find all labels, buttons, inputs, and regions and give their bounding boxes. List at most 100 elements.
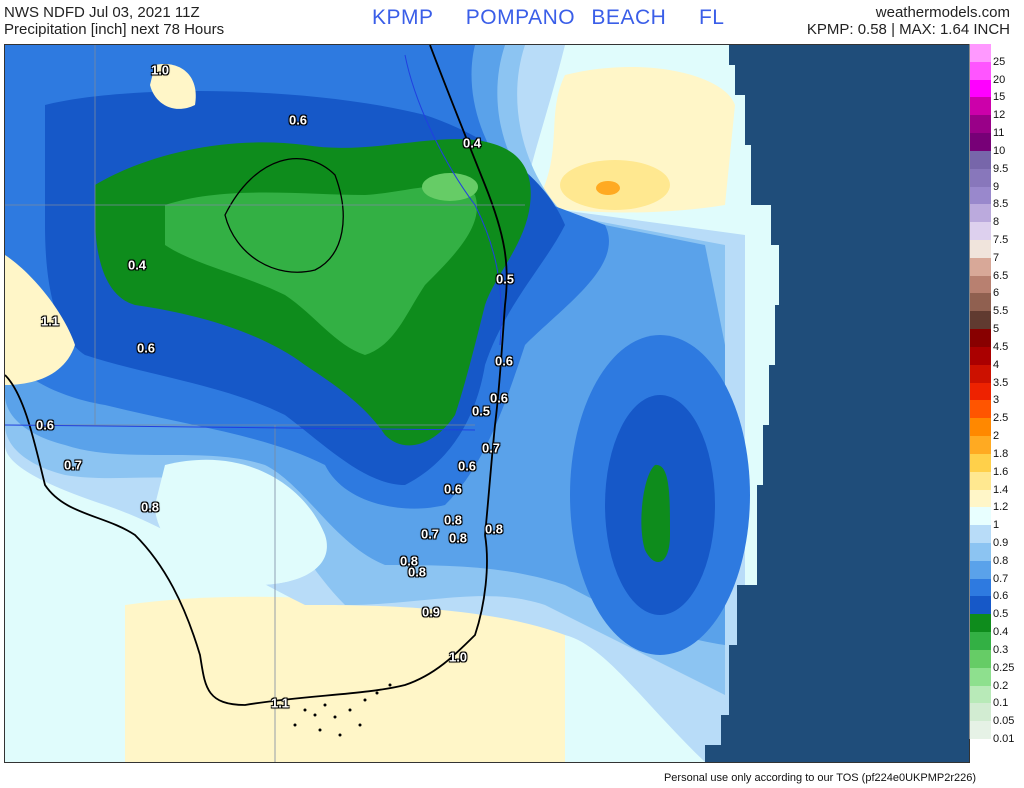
contour-label: 0.8: [484, 521, 504, 537]
precip-area-0.4-ocean: [641, 464, 670, 562]
legend-swatch: [970, 150, 991, 170]
legend-label: 0.4: [993, 626, 1009, 639]
precip-area-yellow-south: [125, 596, 565, 762]
legend-label: 1.4: [993, 483, 1009, 496]
legend-label: 4.5: [993, 340, 1009, 353]
legend-label: 6: [993, 287, 1000, 300]
legend-label: 0.01: [993, 733, 1015, 745]
legend-swatch: [970, 44, 991, 63]
legend-swatch: [970, 257, 991, 277]
precip-area-yellow-keys: [485, 589, 565, 745]
contour-label: 0.5: [495, 271, 515, 287]
contour-label: 0.8: [407, 564, 427, 580]
contour-label: 0.6: [443, 481, 463, 497]
contour-label: 0.7: [420, 526, 440, 542]
legend-label: 12: [993, 109, 1006, 122]
legend-label: 25: [993, 55, 1006, 68]
county-lines: [5, 45, 525, 762]
contour-label: 0.6: [136, 340, 156, 356]
station-title: KPMP POMPANO BEACH FL: [372, 6, 725, 29]
site-name: weathermodels.com: [875, 4, 1010, 21]
header-info: NWS NDFD Jul 03, 2021 11Z Precipitation …: [4, 4, 224, 38]
map-canvas: [5, 45, 969, 762]
legend-swatch: [970, 632, 991, 651]
precipitation-map: [4, 44, 970, 763]
legend-label: 8.5: [993, 198, 1009, 211]
legend-label: 15: [993, 91, 1006, 104]
legend-swatch: [970, 560, 991, 580]
legend-label: 8: [993, 216, 1000, 229]
legend-swatch: [970, 186, 991, 205]
legend-label: 0.6: [993, 590, 1009, 603]
contour-label: 0.7: [481, 440, 501, 456]
legend-swatch: [970, 614, 991, 633]
precip-area-0.3: [165, 185, 477, 355]
legend-label: 2: [993, 430, 1000, 443]
legend-label: 0.1: [993, 697, 1009, 710]
contour-label: 1.1: [270, 695, 290, 711]
legend-label: 1.2: [993, 501, 1009, 514]
contour-label: 0.6: [494, 353, 514, 369]
legend-swatch: [970, 596, 991, 615]
legend-swatch: [970, 578, 991, 597]
coastline-west: [5, 374, 488, 706]
model-run-text: NWS NDFD Jul 03, 2021 11Z: [4, 4, 200, 21]
legend-label: 9.5: [993, 162, 1009, 175]
legend-label: 5.5: [993, 305, 1009, 318]
lake-outline: [224, 158, 344, 273]
legend-label: 0.9: [993, 536, 1009, 549]
rivers: [5, 54, 502, 431]
legend-label: 0.2: [993, 679, 1009, 692]
legend-label: 1: [993, 519, 1000, 532]
legend-swatch: [970, 293, 991, 312]
legend-label: 3.5: [993, 376, 1009, 389]
legend-swatch: [970, 489, 991, 508]
contour-label: 0.8: [448, 530, 468, 546]
contour-label: 0.6: [288, 112, 308, 128]
legend-swatch: [970, 525, 991, 544]
legend-swatch: [970, 364, 991, 384]
legend-swatch: [970, 453, 991, 473]
legend-label: 6.5: [993, 269, 1009, 282]
legend-swatch: [970, 507, 991, 526]
legend-label: 11: [993, 127, 1005, 140]
header-site-info: weathermodels.com KPMP: 0.58 | MAX: 1.64…: [807, 4, 1010, 38]
contour-label: 0.8: [443, 512, 463, 528]
legend-swatch: [970, 240, 991, 259]
legend-label: 7.5: [993, 234, 1009, 247]
contour-label: 0.6: [35, 417, 55, 433]
legend-swatch: [970, 667, 991, 687]
footer-disclaimer: Personal use only according to our TOS (…: [663, 772, 976, 784]
legend-swatch: [970, 311, 991, 330]
legend-swatch: [970, 721, 991, 740]
legend-swatch: [970, 329, 991, 348]
legend-label: 3: [993, 394, 1000, 407]
legend-swatch: [970, 685, 991, 704]
contour-label: 0.9: [421, 604, 441, 620]
legend-swatch: [970, 649, 991, 669]
legend-swatch: [970, 204, 991, 223]
legend-label: 9: [993, 180, 1000, 193]
contour-label: 0.8: [140, 499, 160, 515]
legend-swatch: [970, 168, 991, 188]
legend-label: 0.25: [993, 661, 1015, 674]
contour-label: 1.0: [448, 649, 468, 665]
legend-label: 5: [993, 323, 1000, 336]
legend-swatch: [970, 79, 991, 98]
legend-label: 0.7: [993, 572, 1009, 585]
contour-label: 0.4: [127, 257, 147, 273]
legend-swatch: [970, 346, 991, 366]
legend-swatch: [970, 222, 991, 241]
legend-swatch: [970, 703, 991, 722]
legend-swatch: [970, 436, 991, 455]
color-legend: [969, 44, 991, 740]
precip-area-yellow-north: [150, 64, 196, 109]
legend-swatch: [970, 382, 991, 401]
contour-label: 0.6: [489, 390, 509, 406]
legend-label: 0.5: [993, 608, 1009, 621]
legend-swatch: [970, 97, 991, 116]
legend-label: 0.8: [993, 554, 1009, 567]
florida-keys-islands: [293, 683, 392, 737]
legend-swatch: [970, 133, 991, 152]
contour-label: 0.6: [457, 458, 477, 474]
